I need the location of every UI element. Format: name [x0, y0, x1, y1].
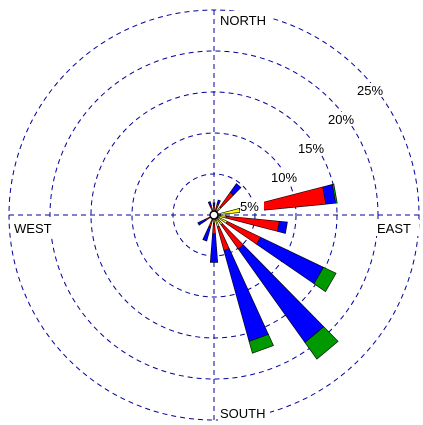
- south-label: SOUTH: [220, 406, 266, 421]
- ring-label-15-bg: [297, 141, 330, 155]
- petal-200-bin-2: [202, 225, 212, 242]
- label-group: NORTH SOUTH WEST EAST 5% 10% 15% 20% 25%: [12, 11, 419, 421]
- petal-0-bin-1: [212, 204, 216, 212]
- petal-120-bin-3: [313, 266, 337, 293]
- ring-label-25-bg: [356, 83, 389, 97]
- west-label: WEST: [14, 221, 52, 236]
- ring-label-5: 5%: [240, 199, 259, 214]
- petal-180-bin-2: [209, 233, 219, 263]
- petal-20-bin-2: [216, 199, 221, 205]
- petal-200-bin-1: [208, 218, 214, 228]
- petal-100-bin-1: [225, 215, 280, 232]
- east-label-bg: [375, 219, 419, 236]
- ring-label-20: 20%: [328, 112, 354, 127]
- ring-label-15: 15%: [298, 141, 324, 156]
- petal-40-bin-2: [229, 183, 242, 196]
- east-label: EAST: [377, 221, 411, 236]
- petal-0-bin-2: [212, 202, 216, 206]
- petal-160-bin-3: [248, 334, 274, 354]
- ring-label-25: 25%: [357, 83, 383, 98]
- petal-340-bin-2: [207, 201, 212, 207]
- ring-10: [131, 132, 297, 298]
- center-marker: [209, 210, 219, 220]
- petal-100-bin-2: [277, 220, 288, 234]
- ring-label-20-bg: [327, 112, 360, 126]
- south-label-bg: [218, 404, 270, 421]
- west-label-bg: [12, 219, 58, 236]
- ring-label-5-bg: [240, 199, 264, 213]
- petal-group: [197, 183, 339, 360]
- petal-40-bin-1: [219, 191, 234, 209]
- north-label-bg: [218, 11, 270, 28]
- petal-140-bin-3: [304, 326, 339, 360]
- north-label: NORTH: [220, 13, 266, 28]
- ring-label-10-bg: [270, 170, 303, 184]
- ring-label-10: 10%: [271, 170, 297, 185]
- petal-180-bin-1: [212, 222, 216, 235]
- petal-80-bin-3: [331, 183, 338, 204]
- petal-240-bin-2: [197, 218, 207, 226]
